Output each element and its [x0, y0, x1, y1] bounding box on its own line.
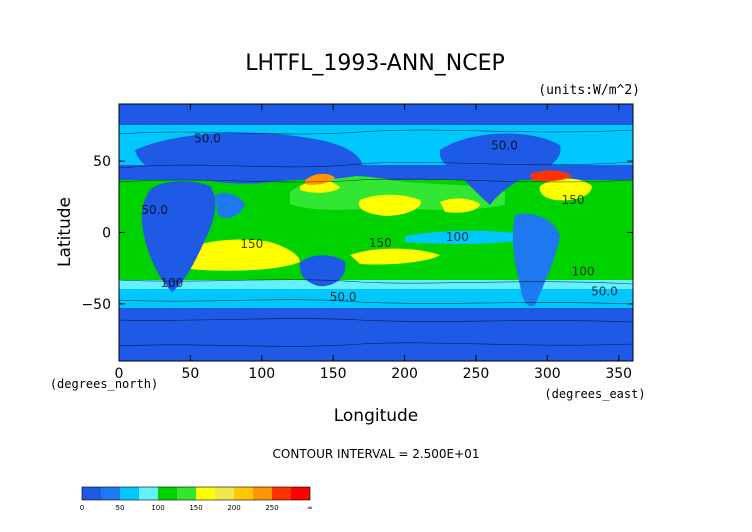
- land-africa: [141, 181, 216, 292]
- x-tick-label: 300: [534, 366, 561, 382]
- colorbar-label: 200: [227, 504, 240, 512]
- contour-label: 150: [240, 237, 263, 251]
- colorbar-swatch: [215, 487, 234, 500]
- hotspot-gulf-stream: [530, 170, 572, 182]
- contour-label: 100: [446, 230, 469, 244]
- contour-interval-text: CONTOUR INTERVAL = 2.500E+01: [273, 447, 480, 461]
- x-axis-label: Longitude: [334, 406, 419, 426]
- plot-area: 50.0 50.0 50.0 150 150 150 100 100 100 50.0 50.0: [119, 104, 633, 361]
- colorbar: 0 50 100 150 200 250 ∞: [80, 486, 313, 512]
- land-arabia-india: [215, 193, 245, 218]
- land-antarctica: [119, 329, 633, 361]
- colorbar-swatch: [82, 487, 101, 500]
- contour-lines: [119, 129, 633, 347]
- colorbar-swatch: [120, 487, 139, 500]
- land-eurasia: [135, 132, 363, 184]
- y-tick-label: 50: [93, 154, 111, 170]
- contour-label: 150: [562, 193, 585, 207]
- colorbar-label: 250: [265, 504, 278, 512]
- highs-south-pacific-yellow: [350, 248, 440, 265]
- contour-label: 50.0: [491, 139, 518, 153]
- x-tick-label: 0: [115, 366, 124, 382]
- equatorial-pacific-cyan: [405, 230, 540, 244]
- colorbar-swatch: [139, 487, 158, 500]
- y-unit-label: (degrees_north): [50, 377, 158, 391]
- colorbar-swatch: [158, 487, 177, 500]
- land-north-america: [439, 133, 561, 205]
- colorbar-swatch: [291, 487, 310, 500]
- contour-label: 50.0: [194, 132, 221, 146]
- land-south-america: [512, 213, 560, 307]
- colorbar-frame: [81, 486, 311, 501]
- contour-label: 150: [369, 236, 392, 250]
- x-tick-label: 150: [320, 366, 347, 382]
- chart-title: LHTFL_1993-ANN_NCEP: [245, 51, 505, 76]
- x-unit-label: (degrees_east): [544, 387, 645, 401]
- x-tick-label: 100: [248, 366, 275, 382]
- y-tick-label: 0: [102, 226, 111, 242]
- land-australia: [299, 255, 346, 287]
- contour-label: 50.0: [330, 290, 357, 304]
- y-axis: 50 0 −50: [81, 154, 633, 313]
- colorbar-swatch: [101, 487, 120, 500]
- x-tick-label: 350: [605, 366, 632, 382]
- x-tick-label: 250: [463, 366, 490, 382]
- colorbar-swatch: [177, 487, 196, 500]
- contour-label: 100: [572, 264, 595, 278]
- x-tick-label: 200: [391, 366, 418, 382]
- highs-north-pacific-yellow: [358, 194, 421, 216]
- colorbar-swatch: [196, 487, 215, 500]
- colorbar-label: ∞: [307, 504, 313, 512]
- x-tick-label: 50: [181, 366, 199, 382]
- y-tick-label: −50: [81, 297, 111, 313]
- y-axis-label: Latitude: [55, 197, 75, 267]
- units-label: (units:W/m^2): [538, 83, 640, 98]
- colorbar-label: 150: [189, 504, 202, 512]
- contour-labels: 50.0 50.0 50.0 150 150 150 100 100 100 50.0 50.0: [141, 132, 617, 304]
- colorbar-label: 0: [80, 504, 84, 512]
- highs-atlantic-north-yellow: [539, 178, 592, 201]
- contour-label: 50.0: [591, 284, 618, 298]
- highs-pacific-east-yellow: [440, 198, 480, 213]
- x-axis: 0 50 100 150 200 250 300 350: [115, 104, 632, 382]
- contour-label: 100: [160, 276, 183, 290]
- colorbar-label: 50: [116, 504, 125, 512]
- colorbar-label: 100: [151, 504, 164, 512]
- colorbar-swatch: [234, 487, 253, 500]
- contour-label: 50.0: [141, 203, 168, 217]
- colorbar-swatch: [272, 487, 291, 500]
- colorbar-swatch: [253, 487, 272, 500]
